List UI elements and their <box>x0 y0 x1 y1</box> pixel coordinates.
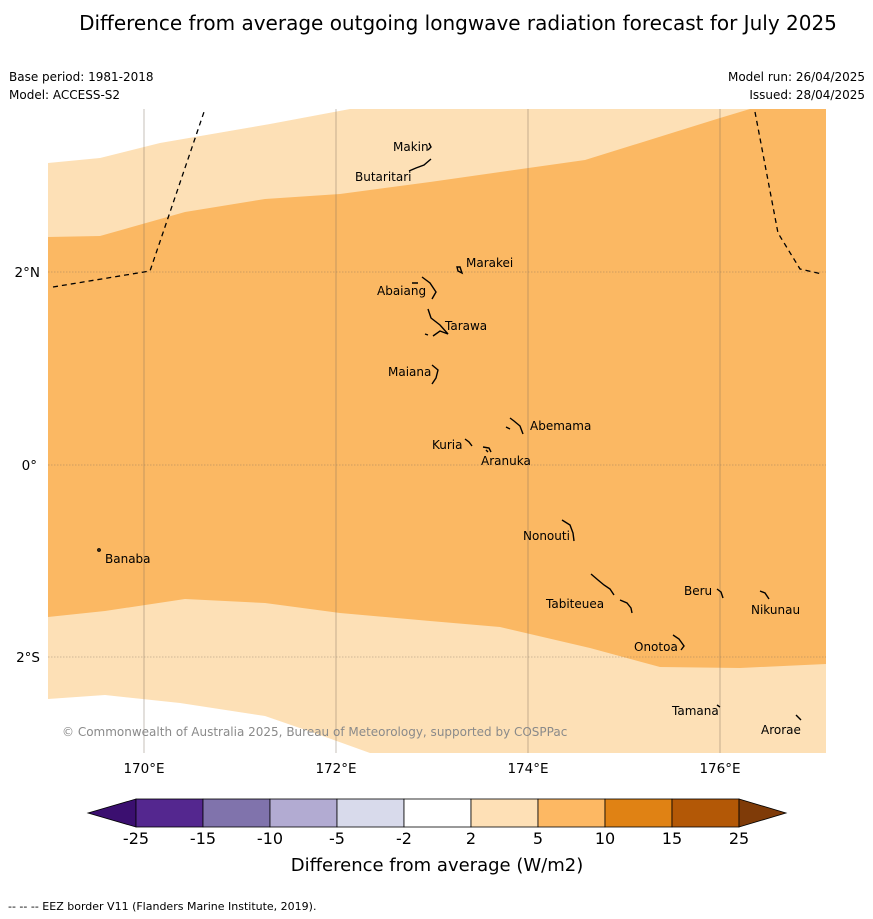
colorbar-tick-label: 10 <box>595 829 615 848</box>
colorbar-tick-label: -10 <box>257 829 283 848</box>
label-butaritari: Butaritari <box>355 170 412 184</box>
graticule <box>48 109 826 753</box>
colorbar-swatch <box>336 798 405 828</box>
base-period: Base period: 1981-2018 <box>9 70 154 84</box>
eez-border <box>52 108 823 288</box>
island-abaiang <box>412 276 437 300</box>
colorbar-tick-label: 15 <box>662 829 682 848</box>
label-nikunau: Nikunau <box>751 603 800 617</box>
lon-label-176e: 176°E <box>699 761 740 777</box>
colorbar-swatch <box>403 798 472 828</box>
island-nonouti <box>561 519 575 542</box>
label-banaba: Banaba <box>105 552 151 566</box>
island-tabiteuea <box>590 573 633 614</box>
shading-band-5-to-10 <box>48 109 826 668</box>
eez-source-note: -- -- -- EEZ border V11 (Flanders Marine… <box>8 900 317 913</box>
label-tamana: Tamana <box>671 704 719 718</box>
colorbar-tick-label: -15 <box>190 829 216 848</box>
label-beru: Beru <box>684 584 712 598</box>
colorbar-label: Difference from average (W/m2) <box>291 855 583 876</box>
island-arorae <box>795 714 802 721</box>
label-marakei: Marakei <box>466 256 513 270</box>
lon-label-174e: 174°E <box>507 761 548 777</box>
model-run-date: Model run: 26/04/2025 <box>727 70 865 84</box>
label-kuria: Kuria <box>432 438 463 452</box>
colorbar-tick-label: 25 <box>729 829 749 848</box>
issued-date: Issued: 28/04/2025 <box>749 88 865 102</box>
lat-label-0: 0° <box>22 458 37 474</box>
island-onotoa <box>672 634 685 651</box>
lat-label-2n: 2°N <box>15 265 40 281</box>
unshaded-area-south <box>48 695 370 753</box>
island-outlines <box>97 142 802 721</box>
colorbar-tick-label: 2 <box>466 829 476 848</box>
island-butaritari <box>408 158 432 172</box>
island-tarawa <box>424 308 449 337</box>
island-banaba <box>97 548 101 552</box>
label-makin: Makin <box>393 140 429 154</box>
island-kuria <box>464 438 473 447</box>
colorbar-swatch <box>202 798 271 828</box>
lon-label-170e: 170°E <box>123 761 164 777</box>
colorbar-swatch <box>604 798 673 828</box>
copyright-notice: © Commonwealth of Australia 2025, Bureau… <box>62 725 567 739</box>
island-makin <box>427 142 432 151</box>
label-onotoa: Onotoa <box>634 640 678 654</box>
colorbar-tick-label: -5 <box>329 829 345 848</box>
colorbar-tick-label: -25 <box>123 829 149 848</box>
label-maiana: Maiana <box>388 365 431 379</box>
colorbar-swatch <box>135 798 204 828</box>
label-abaiang: Abaiang <box>377 284 426 298</box>
island-marakei <box>456 266 464 275</box>
lat-label-2s: 2°S <box>16 650 40 666</box>
label-arorae: Arorae <box>761 723 801 737</box>
lon-label-172e: 172°E <box>315 761 356 777</box>
unshaded-area-north <box>48 109 350 163</box>
map-title: Difference from average outgoing longwav… <box>79 11 837 35</box>
colorbar-swatch <box>470 798 539 828</box>
label-nonouti: Nonouti <box>523 529 570 543</box>
island-aranuka <box>482 446 492 453</box>
model-name: Model: ACCESS-S2 <box>9 88 121 102</box>
colorbar-tick-label: -2 <box>396 829 412 848</box>
label-tarawa: Tarawa <box>444 319 487 333</box>
island-beru <box>716 588 724 599</box>
label-abemama: Abemama <box>530 419 591 433</box>
island-nikunau <box>759 590 770 600</box>
colorbar-tick-label: 5 <box>533 829 543 848</box>
colorbar-swatch <box>537 798 606 828</box>
island-abemama <box>505 417 524 435</box>
label-tabiteuea: Tabiteuea <box>545 597 604 611</box>
colorbar-extend-high <box>738 798 788 828</box>
island-tamana <box>716 704 721 708</box>
colorbar-swatch <box>671 798 740 828</box>
island-maiana <box>431 364 439 385</box>
colorbar: -25 -15 -10 -5 -2 2 5 10 15 25 <box>86 798 788 848</box>
colorbar-swatch <box>269 798 338 828</box>
label-aranuka: Aranuka <box>481 454 531 468</box>
colorbar-extend-low <box>86 798 137 828</box>
